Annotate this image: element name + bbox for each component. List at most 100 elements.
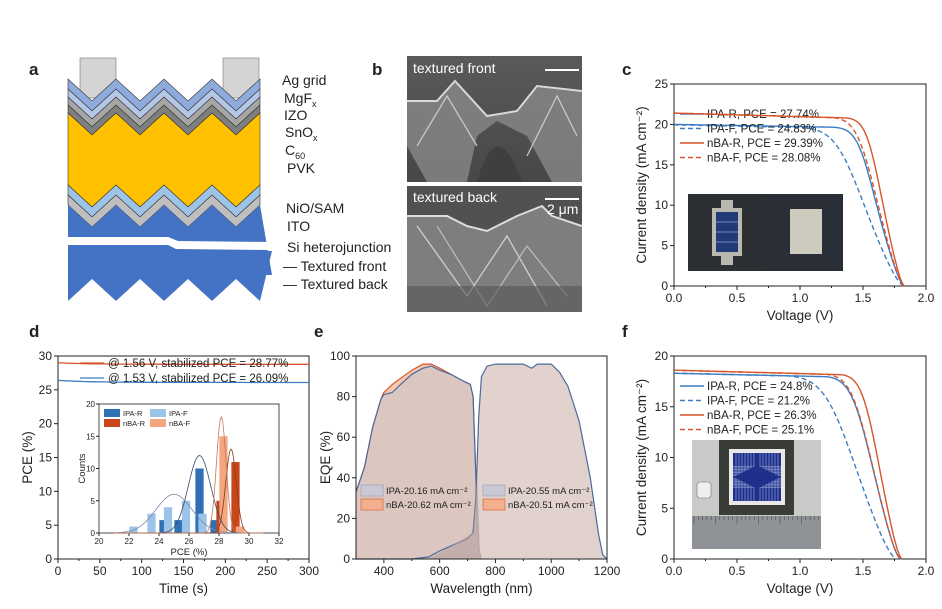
y-tick-label: 0 [45,552,52,566]
panel-a-letter: a [29,60,39,79]
inset-histogram: 20 22 24 26 28 30 32 0 5 10 15 20 PCE (%) Counts IPA-R… [77,400,284,558]
x-axis-label: Voltage (V) [767,581,834,596]
photo-finger [765,484,781,501]
eqe-legend-swatch [482,484,506,497]
inset-y-tick-label: 15 [86,432,95,441]
x-tick-label: 250 [257,564,277,578]
legend-label: @ 1.56 V, stabilized PCE = 28.77% [108,358,288,370]
x-axis-label: Wavelength (nm) [430,581,532,596]
histogram-bar-ipa-r [159,520,168,533]
photo-finger [733,485,752,501]
label-textured-front: — Textured front [283,258,387,274]
histogram-bar-ipa-r [210,520,219,533]
label-ag-grid: Ag grid [282,72,327,88]
x-tick-label: 600 [430,564,450,578]
x-tick-label: 100 [132,564,152,578]
photo-finger [777,453,781,476]
histogram-bar-ipa-f [147,513,156,533]
eqe-legend-label: IPA-20.16 mA cm⁻² [386,486,467,497]
x-tick-label: 50 [93,564,107,578]
photo-finger [733,482,746,501]
panel-f-letter: f [622,322,628,341]
x-tick-label: 1200 [594,564,621,578]
gaussian-fit-nba-f [114,416,264,534]
histogram-bar-ipa-f [181,500,191,533]
inset-legend-swatch [150,419,166,427]
label-c60-sub: 60 [295,150,306,161]
y-tick-label: 5 [661,239,668,253]
label-si-heterojunction: Si heterojunction [287,239,392,255]
photo-finger [759,453,781,467]
label-pvk: PVK [287,160,316,176]
legend-label: nBA-F, PCE = 25.1% [707,425,814,437]
layer-stack [67,78,272,301]
inset-x-tick-label: 22 [125,537,134,546]
legend-label: IPA-R, PCE = 24.8% [707,381,813,393]
x-tick-label: 800 [485,564,505,578]
photo-cell-back [790,209,822,254]
x-axis-label: Time (s) [159,581,208,596]
inset-x-label: PCE (%) [171,547,208,558]
label-ito: ITO [287,218,311,234]
legend-label: nBA-F, PCE = 28.08% [707,153,820,165]
photo-finger [762,485,781,501]
photo-finger [777,478,781,501]
x-tick-label: 400 [374,564,394,578]
jv-curve-ipa-f [674,372,898,560]
y-tick-label: 0 [343,552,350,566]
histogram-bar-ipa-f [163,507,173,533]
x-tick-label: 0 [55,564,62,578]
photo-finger [759,487,781,501]
label-c60-base: C [285,142,296,158]
label-textured-back: — Textured back [283,276,388,292]
legend-label: nBA-R, PCE = 29.39% [707,138,823,150]
histogram-bar-nba-r [231,462,240,533]
photo-finger [768,482,781,501]
y-tick-label: 80 [337,390,351,404]
label-c60: C60 [285,142,305,161]
inset-x-tick-label: 32 [275,537,284,546]
y-tick-label: 10 [655,451,669,465]
x-tick-label: 1.5 [855,291,872,305]
y-tick-label: 10 [39,484,53,498]
x-axis-label: Voltage (V) [767,308,834,323]
x-tick-label: 2.0 [918,564,935,578]
eqe-silicon-line [356,363,608,560]
label-snox-base: SnO [285,124,314,140]
photo-finger [733,453,749,470]
panel-d-letter: d [29,322,40,341]
inset-legend-swatch [104,409,120,417]
inset-legend-swatch [150,409,166,417]
x-tick-label: 1.0 [792,291,809,305]
label-snox: SnOx [285,124,318,143]
y-tick-label: 20 [337,511,351,525]
label-nio-sam: NiO/SAM [286,200,345,216]
inset-legend-label: IPA-F [169,409,188,418]
photo-tab-top [721,200,733,210]
label-snox-sub: x [313,132,318,143]
scale-bar-label: 2 μm [547,201,579,217]
label-mgfx-base: MgF [284,90,312,106]
label-mgfx: MgFx [284,90,317,109]
histogram-bar-ipa-f [198,513,207,533]
sem-label-textured-front: textured front [413,60,496,76]
histogram-bar-ipa-r [195,468,204,533]
photo-finger [765,453,781,470]
si-break-band [68,237,272,250]
x-tick-label: 300 [299,564,319,578]
photo-finger [733,453,746,472]
panel-c-letter: c [622,60,632,79]
histogram-bar-nba-f [219,436,228,533]
x-tick-label: 200 [215,564,235,578]
sem-bottom-image [407,186,582,312]
panel-e-letter: e [314,322,324,341]
y-tick-label: 5 [45,518,52,532]
large-device-photo-inset [692,440,821,549]
y-tick-label: 10 [655,198,669,212]
y-tick-label: 25 [39,383,53,397]
inset-x-tick-label: 30 [245,537,254,546]
jv-curve-ipa-f [674,124,905,287]
inset-x-tick-label: 28 [215,537,224,546]
